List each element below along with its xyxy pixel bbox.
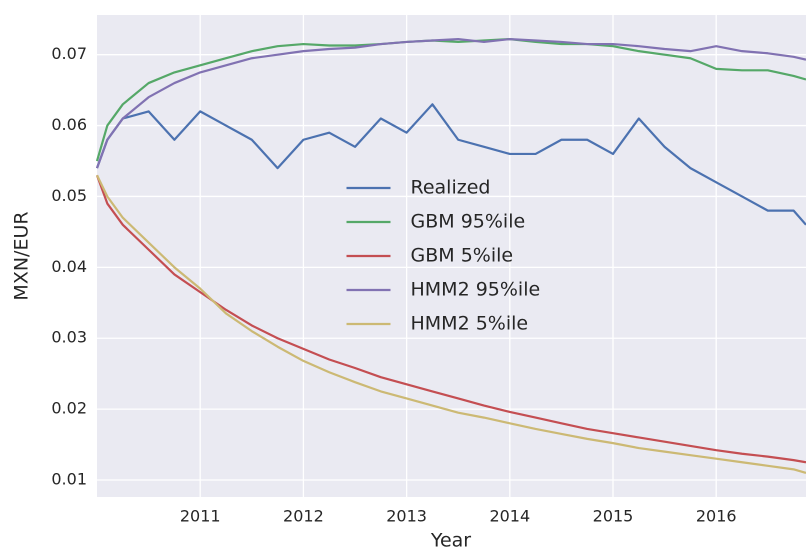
x-tick-label: 2014 [489, 507, 530, 526]
x-axis-label: Year [430, 530, 471, 552]
legend-label: GBM 95%ile [411, 211, 526, 233]
x-tick-label: 2012 [283, 507, 324, 526]
y-tick-label: 0.06 [51, 115, 87, 134]
legend-label: GBM 5%ile [411, 245, 514, 267]
x-tick-label: 2011 [180, 507, 221, 526]
series-line [95, 38, 806, 169]
y-tick-label: 0.05 [51, 186, 87, 205]
series-line [96, 174, 806, 474]
legend-label: HMM2 95%ile [411, 279, 541, 301]
series-line [95, 174, 806, 464]
y-tick-label: 0.03 [51, 328, 87, 347]
y-tick-label: 0.02 [51, 399, 87, 418]
y-tick-label: 0.04 [51, 257, 87, 276]
y-tick-label: 0.07 [51, 44, 87, 63]
plot-area [97, 15, 806, 497]
y-tick-label: 0.01 [51, 469, 87, 488]
x-tick-label: 2015 [593, 507, 634, 526]
series-line [95, 38, 806, 162]
legend-label: HMM2 5%ile [411, 313, 529, 335]
legend-label: Realized [411, 177, 491, 199]
y-axis-label: MXN/EUR [11, 211, 33, 300]
series-line [95, 103, 806, 226]
x-tick-label: 2013 [386, 507, 427, 526]
x-tick-label: 2016 [696, 507, 737, 526]
